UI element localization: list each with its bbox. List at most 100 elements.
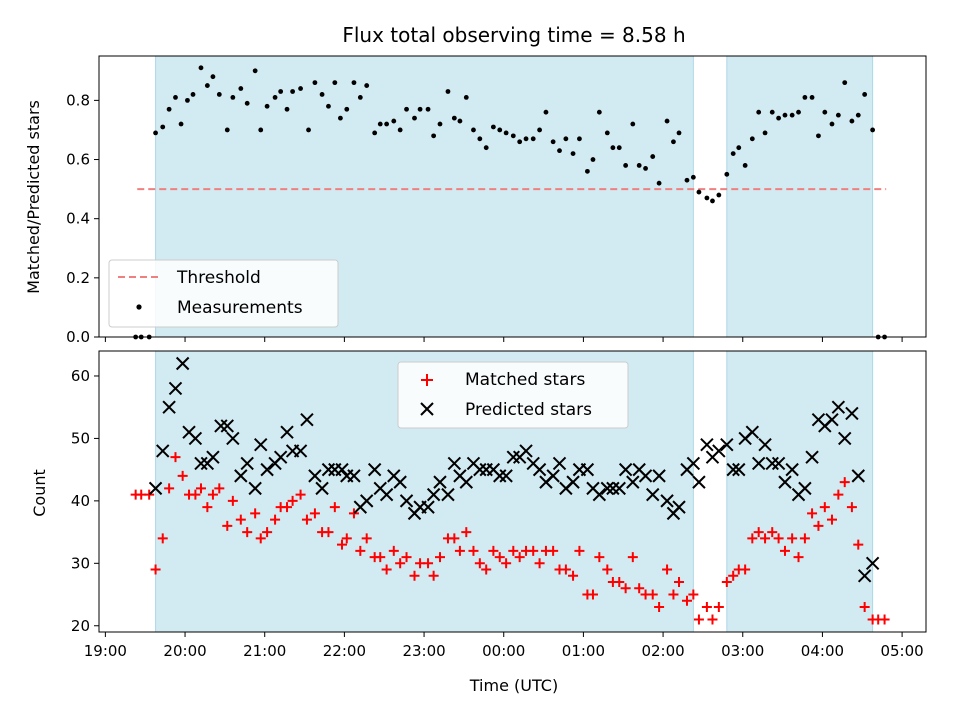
predicted-stars-point <box>700 437 714 452</box>
predicted-stars-point <box>379 487 394 502</box>
measurements-point <box>190 92 196 97</box>
measurements-point <box>756 109 762 115</box>
measurements-point <box>716 192 722 198</box>
matched-stars-point <box>428 570 439 581</box>
measurements-point <box>543 109 549 115</box>
predicted-stars-point <box>758 437 772 452</box>
matched-stars-point <box>767 527 778 538</box>
predicted-stars-point <box>646 487 660 502</box>
measurements-point <box>153 130 158 136</box>
predicted-stars-point <box>745 425 760 439</box>
predicted-stars-point <box>546 469 560 483</box>
predicted-stars-point <box>273 450 288 464</box>
measurements-point <box>724 171 730 177</box>
matched-stars-point <box>779 545 790 556</box>
predicted-stars-point <box>194 456 208 471</box>
x-tick-label: 00:00 <box>482 642 525 660</box>
y-tick-label: 0.0 <box>66 328 90 346</box>
predicted-stars-point <box>214 419 228 433</box>
measurements-point <box>710 198 715 204</box>
measurements-point <box>332 80 338 86</box>
matched-stars-point <box>602 564 613 575</box>
matched-stars-point <box>164 483 175 494</box>
predicted-stars-point <box>506 450 521 464</box>
matched-stars-point <box>853 539 864 550</box>
matched-stars-point <box>423 558 434 569</box>
measurements-point <box>252 68 258 74</box>
measurements-point <box>749 136 755 142</box>
predicted-stars-point <box>335 462 349 477</box>
measurements-point <box>372 130 378 136</box>
measurements-point <box>173 95 178 100</box>
matched-stars-point <box>594 552 605 563</box>
predicted-stars-point <box>188 431 203 446</box>
measurements-point <box>298 86 303 91</box>
measurements-point <box>604 130 610 136</box>
measurements-point <box>762 130 768 136</box>
predicted-stars-point <box>686 456 701 471</box>
measurements-point <box>404 106 409 112</box>
predicted-stars-point <box>300 412 314 427</box>
observing-window-2 <box>726 350 874 633</box>
measurements-point <box>809 95 815 100</box>
matched-stars-point <box>813 520 824 531</box>
measurements-point <box>166 106 172 112</box>
matched-stars-point <box>534 558 545 569</box>
counts-y-axis-label: Count <box>30 469 49 517</box>
matched-stars-point <box>488 545 499 556</box>
predicted-stars-point <box>660 494 674 508</box>
predicted-stars-point <box>321 462 336 477</box>
matched-stars-point <box>807 508 818 519</box>
predicted-stars-point <box>778 475 792 489</box>
matched-stars-point <box>207 489 218 500</box>
predicted-stars-point <box>315 481 329 496</box>
matched-stars-point <box>329 502 340 513</box>
legend-matched-swatch <box>421 374 433 386</box>
matched-stars-point <box>819 502 830 513</box>
measurements-point <box>391 118 397 124</box>
counts-legend: Matched stars Predicted stars <box>397 361 629 429</box>
predicted-stars-point <box>805 450 819 464</box>
predicted-stars-point <box>720 437 734 452</box>
ratio-legend: Threshold Measurements <box>108 259 339 328</box>
predicted-stars-point <box>206 450 220 464</box>
predicted-stars-point <box>175 356 190 371</box>
x-tick-label: 23:00 <box>402 642 445 660</box>
matched-stars-point <box>707 614 718 625</box>
legend-predicted-label: Predicted stars <box>465 400 592 420</box>
counts-y-ticks: 20 30 40 50 60 <box>71 367 99 635</box>
matched-stars-point <box>793 552 804 563</box>
matched-stars-point <box>348 508 359 519</box>
measurements-point <box>264 103 270 109</box>
predicted-stars-point <box>798 481 812 496</box>
predicted-stars-point <box>785 462 799 477</box>
measurements-point <box>351 80 357 86</box>
measurements-point <box>477 136 483 142</box>
predicted-stars-point <box>308 469 322 483</box>
measurements-point <box>364 83 370 88</box>
matched-stars-point <box>468 545 479 556</box>
predicted-stars-point <box>600 481 615 496</box>
matched-stars-point <box>548 545 559 556</box>
measurements-point <box>736 145 742 151</box>
matched-stars-point <box>461 527 472 538</box>
measurements-point <box>497 127 503 133</box>
measurements-point <box>306 127 311 133</box>
ratio-axes-frame <box>98 55 927 338</box>
measurements-point <box>650 154 656 159</box>
measurements-point <box>696 189 702 195</box>
ratio-y-ticks: 0.0 0.2 0.4 0.6 0.8 <box>66 91 99 346</box>
matched-stars-point <box>177 470 188 481</box>
matched-stars-point <box>395 558 406 569</box>
matched-stars-point <box>434 552 445 563</box>
matched-stars-point <box>481 564 492 575</box>
predicted-stars-point <box>441 487 455 502</box>
predicted-stars-point <box>421 500 435 514</box>
measurements-point <box>742 163 748 168</box>
matched-stars-point <box>627 552 638 563</box>
matched-stars-point <box>688 589 699 600</box>
matched-stars-point <box>250 508 261 519</box>
legend-matched-label: Matched stars <box>465 370 585 390</box>
y-tick-label: 40 <box>71 492 90 510</box>
legend-threshold-label: Threshold <box>176 268 261 288</box>
